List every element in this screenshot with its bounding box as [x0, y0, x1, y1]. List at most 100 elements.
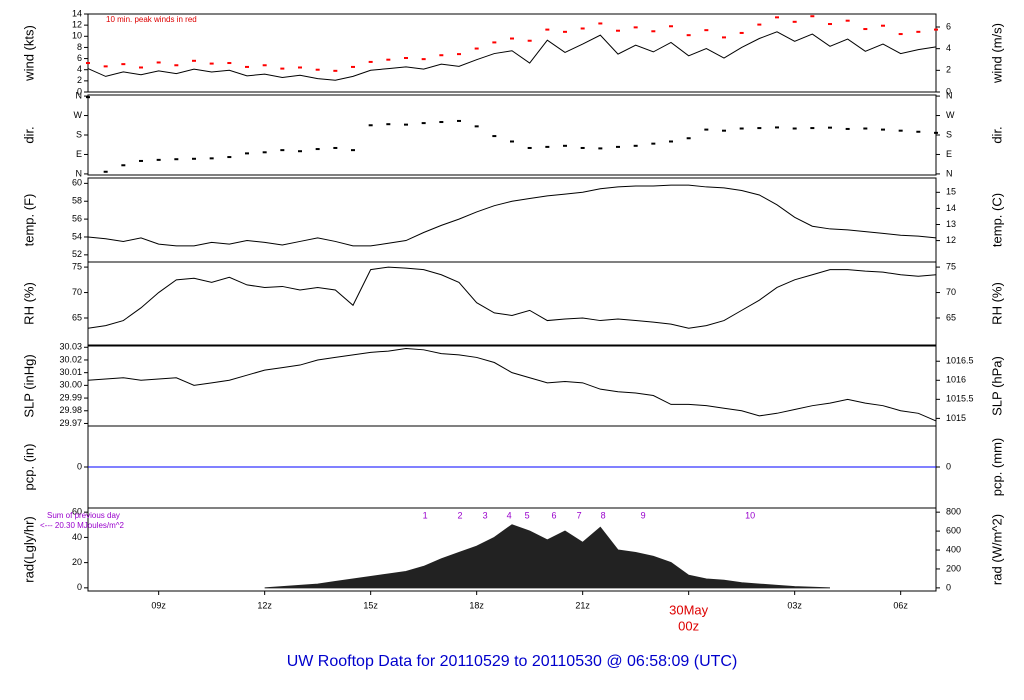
hour-marker: 9 — [641, 510, 646, 520]
y-tick-label: 40 — [72, 532, 82, 542]
data-point — [669, 140, 673, 143]
x-tick-label: 21z — [575, 600, 590, 610]
data-point — [598, 147, 603, 150]
y2-tick-label: 600 — [946, 525, 961, 535]
y2-tick-label: 400 — [946, 544, 961, 554]
hour-marker: 8 — [601, 510, 606, 520]
data-point — [934, 131, 938, 134]
hour-marker: 10 — [745, 510, 755, 520]
x-tick-label: 18z — [469, 600, 484, 610]
y-tick-label: 2 — [77, 75, 82, 85]
y-tick-label: 20 — [72, 557, 82, 567]
x-tick-label: 03z — [787, 600, 802, 610]
data-point — [810, 127, 815, 130]
data-point — [139, 159, 143, 162]
y-tick-label: 75 — [72, 261, 82, 271]
data-point — [686, 137, 691, 140]
data-point — [439, 54, 444, 57]
y2-tick-label: 13 — [946, 219, 956, 229]
data-point — [598, 22, 603, 25]
data-point — [333, 146, 338, 149]
panel-frame — [87, 345, 937, 427]
y2-tick-label: 4 — [946, 43, 951, 53]
y2-axis-label: dir. — [989, 126, 1004, 143]
data-point — [563, 144, 567, 147]
panel-frame — [87, 13, 937, 93]
data-point — [669, 25, 673, 28]
data-point — [386, 123, 391, 126]
y2-axis-label: rad (W/m^2) — [989, 514, 1004, 585]
y-axis-label: RH (%) — [21, 282, 36, 325]
panel-frame — [87, 261, 937, 346]
y-tick-label: 54 — [72, 231, 82, 241]
y2-tick-label: N — [946, 168, 953, 178]
data-point — [227, 62, 232, 65]
y2-tick-label: 75 — [946, 261, 956, 271]
data-point — [103, 65, 108, 68]
y2-tick-label: 0 — [946, 582, 951, 592]
y2-axis-label: pcp. (mm) — [989, 438, 1004, 497]
y2-tick-label: 1015.5 — [946, 394, 974, 404]
y-tick-label: 60 — [72, 178, 82, 188]
data-point — [315, 148, 320, 151]
hour-marker: 7 — [577, 510, 582, 520]
data-point — [351, 149, 355, 152]
hour-marker: 4 — [507, 510, 512, 520]
data-point — [580, 146, 585, 149]
x-tick-label: 00z — [678, 618, 699, 633]
y-tick-label: S — [76, 129, 82, 139]
data-point — [492, 41, 497, 44]
data-point — [704, 128, 709, 131]
data-line — [87, 348, 937, 422]
data-point — [315, 68, 320, 71]
data-point — [739, 127, 744, 130]
data-point — [828, 126, 832, 129]
y-tick-label: N — [76, 168, 83, 178]
data-point — [792, 20, 797, 23]
y-tick-label: 8 — [77, 42, 82, 52]
data-point — [616, 145, 620, 148]
y2-tick-label: 1016.5 — [946, 356, 974, 366]
data-point — [757, 23, 762, 26]
y-tick-label: 29.97 — [59, 418, 82, 428]
data-point — [845, 19, 850, 22]
y-tick-label: 10 — [72, 31, 82, 41]
y-tick-label: 6 — [77, 53, 82, 63]
data-point — [492, 135, 497, 138]
hour-marker: 1 — [423, 510, 428, 520]
y2-tick-label: 1015 — [946, 413, 966, 423]
x-tick-label: 06z — [893, 600, 908, 610]
y-tick-label: W — [74, 110, 83, 120]
data-point — [439, 121, 444, 124]
data-point — [457, 53, 461, 56]
data-point — [616, 29, 620, 32]
panel-frame — [87, 177, 937, 263]
hour-marker: 3 — [483, 510, 488, 520]
data-point — [280, 149, 285, 152]
y-tick-label: 0 — [77, 86, 82, 96]
y2-tick-label: 1016 — [946, 375, 966, 385]
data-point — [510, 37, 514, 40]
y-tick-label: 65 — [72, 312, 82, 322]
data-point — [527, 146, 532, 149]
data-point — [704, 29, 709, 32]
y2-tick-label: W — [946, 110, 955, 120]
data-point — [651, 142, 656, 145]
data-point — [898, 33, 903, 36]
data-point — [686, 34, 691, 37]
data-point — [262, 151, 267, 154]
data-point — [139, 66, 143, 69]
data-point — [810, 15, 815, 18]
y2-tick-label: 200 — [946, 563, 961, 573]
y2-tick-label: 12 — [946, 235, 956, 245]
y-tick-label: 29.98 — [59, 405, 82, 415]
data-point — [351, 65, 355, 68]
data-point — [722, 36, 726, 39]
y-tick-label: 52 — [72, 249, 82, 259]
y-tick-label: E — [76, 149, 82, 159]
y-axis-label: pcp. (in) — [21, 444, 36, 491]
y-tick-label: 14 — [72, 8, 82, 18]
data-point — [934, 28, 938, 31]
y-tick-label: 30.01 — [59, 367, 82, 377]
y-tick-label: 12 — [72, 20, 82, 30]
